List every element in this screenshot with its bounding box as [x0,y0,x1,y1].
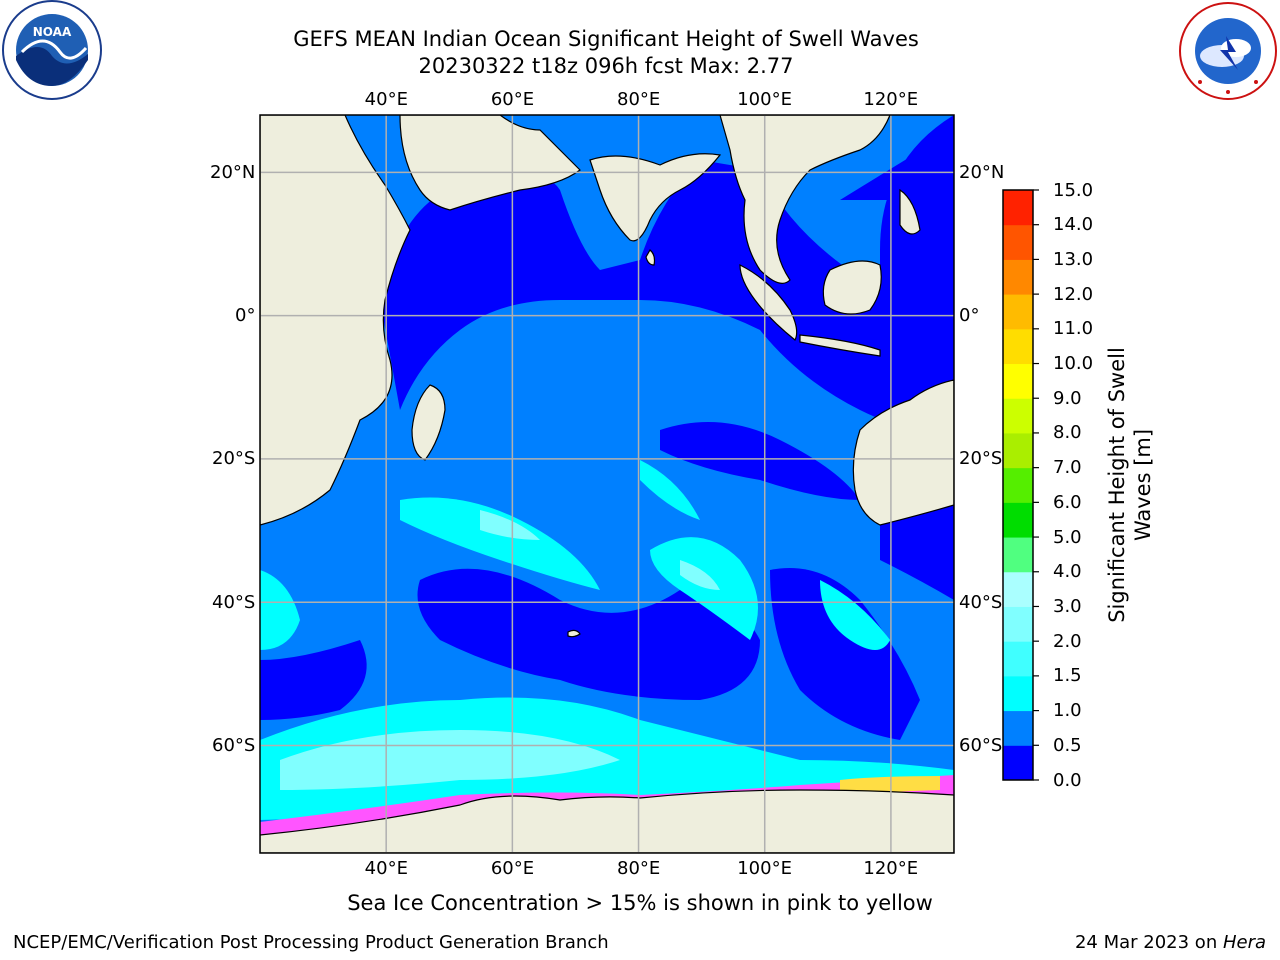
colorbar-tick-label: 1.5 [1053,665,1082,687]
colorbar-segment [1003,467,1033,503]
lat-label: 40°S [959,591,1003,613]
colorbar-segment [1003,537,1033,573]
lat-label: 20°S [959,448,1003,470]
colorbar-tick-label: 15.0 [1053,179,1094,201]
lon-label: 80°E [617,88,661,110]
lon-label: 40°E [364,857,408,879]
colorbar-tick-label: 13.0 [1053,248,1094,270]
nws-logo-icon [1179,2,1277,100]
colorbar-tick-label: 7.0 [1053,457,1082,479]
lon-label: 40°E [364,88,408,110]
footer-host: Hera [1222,932,1266,953]
colorbar-tick-label: 8.0 [1053,422,1082,444]
lat-label: 20°S [212,448,256,470]
colorbar-segment [1003,224,1033,260]
sea-ice-note: Sea Ice Concentration > 15% is shown in … [347,891,933,915]
colorbar-segment [1003,571,1033,607]
colorbar-tick-label: 5.0 [1053,526,1082,548]
colorbar-segment [1003,502,1033,538]
lat-label: 0° [235,305,256,327]
lon-label: 120°E [863,88,919,110]
lat-label: 40°S [212,591,256,613]
colorbar-title-line1: Significant Height of Swell [1105,347,1129,623]
colorbar-tick-label: 3.0 [1053,595,1082,617]
gridlines [260,115,954,853]
colorbar-tick-label: 10.0 [1053,353,1094,375]
colorbar-segment [1003,259,1033,295]
lon-label: 100°E [737,857,792,879]
lon-label: 120°E [863,857,919,879]
colorbar [1002,189,1039,781]
colorbar-segment [1003,190,1033,226]
map-title: GEFS MEAN Indian Ocean Significant Heigh… [293,27,919,51]
lat-label: 20°N [210,161,256,183]
lon-label: 60°E [490,857,535,879]
colorbar-tick-label: 11.0 [1053,318,1094,340]
land-masses [260,115,954,853]
colorbar-segment [1003,675,1033,712]
map-area [260,115,954,853]
map-subtitle: 20230322 t18z 096h fcst Max: 2.77 [418,54,794,78]
colorbar-segment [1003,363,1033,399]
colorbar-segment [1003,641,1033,677]
noaa-logo-text: NOAA [33,25,72,39]
colorbar-tick-label: 14.0 [1053,214,1094,236]
colorbar-segment [1003,294,1033,330]
colorbar-frame [1002,189,1034,781]
lat-label: 20°N [959,161,1005,183]
colorbar-tick-label: 4.0 [1053,561,1082,583]
colorbar-segment [1003,398,1033,434]
colorbar-tick-label: 12.0 [1053,283,1094,305]
colorbar-tick-label: 2.0 [1053,630,1082,652]
colorbar-segment [1003,328,1033,365]
colorbar-tick-label: 6.0 [1053,491,1082,513]
lon-label: 100°E [737,88,792,110]
swell-band-0-0.5 [260,115,954,740]
colorbar-segment [1003,710,1033,746]
colorbar-segment [1003,745,1033,781]
colorbar-segment [1003,606,1033,642]
footer-date-text: 24 Mar 2023 on [1074,932,1223,953]
colorbar-title: Significant Height of Swell Waves [m] [1104,347,1156,623]
colorbar-tick-label: 0.5 [1053,734,1082,756]
lon-label: 80°E [617,857,661,879]
lon-label: 60°E [490,88,535,110]
colorbar-segment [1003,432,1033,469]
lat-label: 60°S [212,735,256,757]
colorbar-tick-label: 0.0 [1053,769,1082,791]
footer-date: 24 Mar 2023 on Hera [1075,932,1266,953]
lat-label: 60°S [959,735,1003,757]
lat-label: 0° [959,305,980,327]
footer-credit: NCEP/EMC/Verification Post Processing Pr… [13,932,609,953]
colorbar-tick-label: 9.0 [1053,387,1082,409]
colorbar-tick-label: 1.0 [1053,700,1082,722]
colorbar-title-line2: Waves [m] [1131,428,1155,542]
map-frame [259,114,955,854]
noaa-logo-icon: NOAA [2,0,102,100]
